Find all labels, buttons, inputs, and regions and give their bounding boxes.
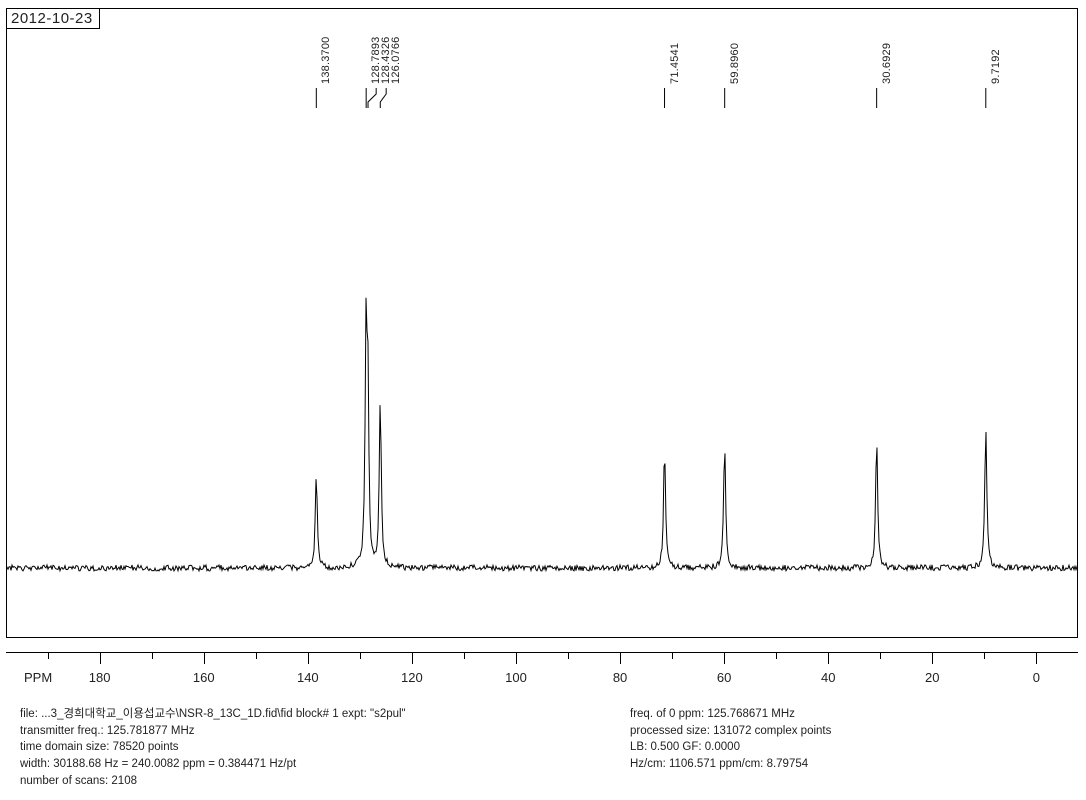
x-axis-tick-label: 160	[193, 670, 215, 685]
x-axis-tick-major	[100, 652, 101, 664]
x-axis: PPM 180 160 140 120 100 80 60 40 20 0	[6, 652, 1078, 692]
x-axis-tick-minor	[256, 652, 257, 659]
metadata-line: LB: 0.500 GF: 0.0000	[630, 739, 1070, 756]
x-axis-tick-major	[724, 652, 725, 664]
x-axis-tick-major	[932, 652, 933, 664]
x-axis-tick-major	[516, 652, 517, 664]
x-axis-tick-major	[1036, 652, 1037, 664]
x-axis-tick-label: 180	[89, 670, 111, 685]
x-axis-line	[6, 652, 1078, 653]
metadata-line: time domain size: 78520 points	[20, 739, 600, 756]
metadata-line: file: ...3_경희대학교_이용섭교수\NSR-8_13C_1D.fid\…	[20, 706, 600, 723]
peak-label: 59.8960	[729, 43, 741, 84]
x-axis-tick-minor	[464, 652, 465, 659]
spectrum-plot: 138.3700128.7893128.4326126.076671.45415…	[6, 8, 1078, 638]
x-axis-tick-minor	[48, 652, 49, 659]
x-axis-tick-major	[412, 652, 413, 664]
x-axis-tick-major	[204, 652, 205, 664]
metadata-line: number of scans: 2108	[20, 773, 600, 790]
x-axis-tick-minor	[360, 652, 361, 659]
metadata-line: freq. of 0 ppm: 125.768671 MHz	[630, 706, 1070, 723]
x-axis-tick-minor	[568, 652, 569, 659]
x-axis-tick-label: 140	[297, 670, 319, 685]
metadata-line: Hz/cm: 1106.571 ppm/cm: 8.79754	[630, 756, 1070, 773]
x-axis-tick-minor	[776, 652, 777, 659]
x-axis-unit-label: PPM	[24, 670, 52, 685]
x-axis-tick-major	[828, 652, 829, 664]
peak-label: 138.3700	[320, 37, 332, 84]
x-axis-tick-label: 40	[821, 670, 835, 685]
x-axis-tick-label: 60	[717, 670, 731, 685]
metadata-line: transmitter freq.: 125.781877 MHz	[20, 723, 600, 740]
peak-pointer-overlay	[6, 8, 1078, 638]
x-axis-tick-label: 0	[1033, 670, 1040, 685]
peak-label: 30.6929	[881, 43, 893, 84]
x-axis-tick-minor	[672, 652, 673, 659]
metadata-left: file: ...3_경희대학교_이용섭교수\NSR-8_13C_1D.fid\…	[20, 706, 600, 789]
x-axis-tick-label: 120	[401, 670, 423, 685]
peak-label: 9.7192	[990, 49, 1002, 84]
x-axis-tick-label: 80	[613, 670, 627, 685]
acquisition-date: 2012-10-23	[6, 8, 100, 29]
x-axis-tick-major	[308, 652, 309, 664]
metadata-right: freq. of 0 ppm: 125.768671 MHzprocessed …	[630, 706, 1070, 773]
metadata-line: processed size: 131072 complex points	[630, 723, 1070, 740]
peak-label: 126.0766	[390, 37, 402, 84]
x-axis-tick-label: 20	[925, 670, 939, 685]
x-axis-tick-minor	[880, 652, 881, 659]
peak-label: 71.4541	[669, 43, 681, 84]
metadata-line: width: 30188.68 Hz = 240.0082 ppm = 0.38…	[20, 756, 600, 773]
x-axis-tick-minor	[152, 652, 153, 659]
x-axis-tick-major	[620, 652, 621, 664]
x-axis-tick-label: 100	[505, 670, 527, 685]
x-axis-tick-minor	[984, 652, 985, 659]
